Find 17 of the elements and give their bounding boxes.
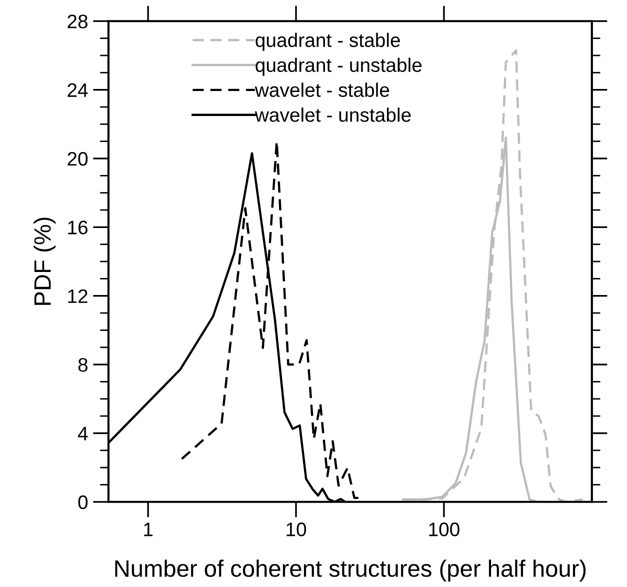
legend-label: wavelet - unstable [254,108,411,122]
y-axis-title: PDF (%) [34,218,56,305]
x-tick-label: 100 [429,522,460,536]
y-tick-label: 0 [78,495,88,510]
y-tick-label: 28 [68,14,88,28]
x-axis-title: Number of coherent structures (per half hour) [115,560,586,582]
y-tick-label: 4 [78,426,88,440]
x-tick-label: 10 [286,522,306,536]
y-tick-label: 24 [68,83,88,97]
y-tick-label: 8 [78,358,88,372]
y-tick-label: 12 [68,289,88,303]
legend-label: wavelet - stable [254,82,390,97]
y-tick-label: 16 [68,220,88,234]
y-tick-label: 20 [68,152,88,166]
legend-label: quadrant - unstable [256,58,422,76]
legend-label: quadrant - stable [256,32,400,51]
x-tick-label: 1 [144,522,153,536]
